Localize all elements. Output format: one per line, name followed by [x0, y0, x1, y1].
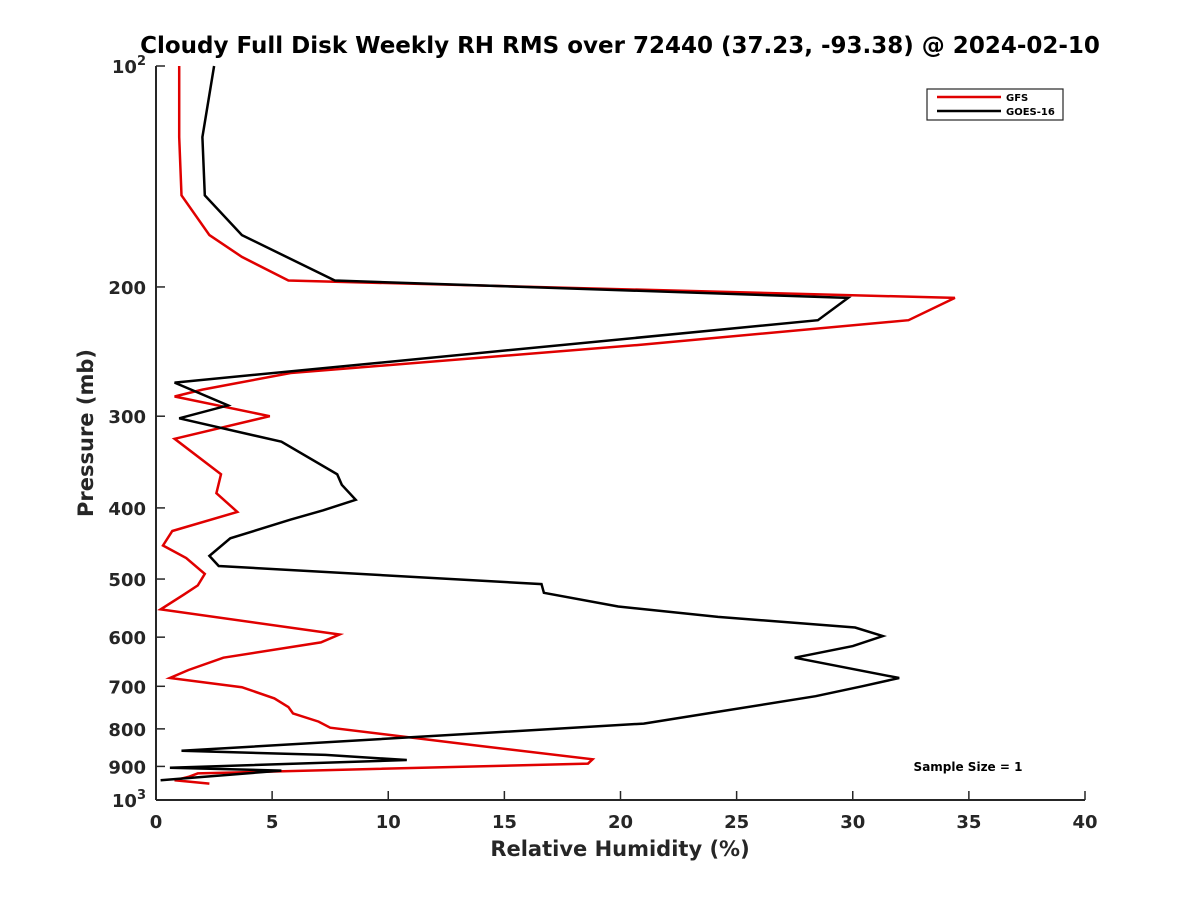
y-tick-label: 200	[108, 278, 146, 299]
y-tick-label: 900	[108, 757, 146, 778]
x-ticks: 0 5 10 15 20 25 30 35 40	[150, 791, 1098, 833]
legend: GFS GOES-16	[926, 88, 1064, 121]
y-tick-label: 400	[108, 499, 146, 520]
x-tick-label: 40	[1072, 812, 1097, 833]
axes	[155, 66, 1085, 801]
series-line-gfs	[157, 66, 956, 785]
x-tick-label: 20	[608, 812, 633, 833]
legend-label-gfs: GFS	[1006, 93, 1028, 104]
y-tick-label: 102	[112, 54, 146, 78]
x-tick-label: 15	[492, 812, 517, 833]
y-tick-label: 700	[108, 677, 146, 698]
legend-label-goes16: GOES-16	[1006, 107, 1055, 118]
x-axis-label: Relative Humidity (%)	[490, 837, 749, 861]
y-tick-label: 103	[112, 788, 146, 812]
plot-lines	[157, 65, 956, 785]
y-tick-label: 800	[108, 720, 146, 741]
y-tick-label: 300	[108, 407, 146, 428]
legend-box	[926, 88, 1064, 121]
sample-size-annotation: Sample Size = 1	[914, 760, 1023, 774]
x-tick-label: 30	[840, 812, 865, 833]
series-line-goes-16	[160, 65, 900, 782]
x-tick-label: 10	[376, 812, 401, 833]
x-tick-label: 0	[150, 812, 163, 833]
y-axis-label: Pressure (mb)	[74, 349, 98, 517]
x-tick-label: 35	[956, 812, 981, 833]
y-tick-label: 600	[108, 628, 146, 649]
x-tick-label: 5	[266, 812, 279, 833]
x-tick-label: 25	[724, 812, 749, 833]
y-ticks: 102 200 300 400 500 600 700 800 900 103	[108, 54, 165, 812]
y-tick-label: 500	[108, 570, 146, 591]
chart-title: Cloudy Full Disk Weekly RH RMS over 7244…	[140, 33, 1100, 59]
